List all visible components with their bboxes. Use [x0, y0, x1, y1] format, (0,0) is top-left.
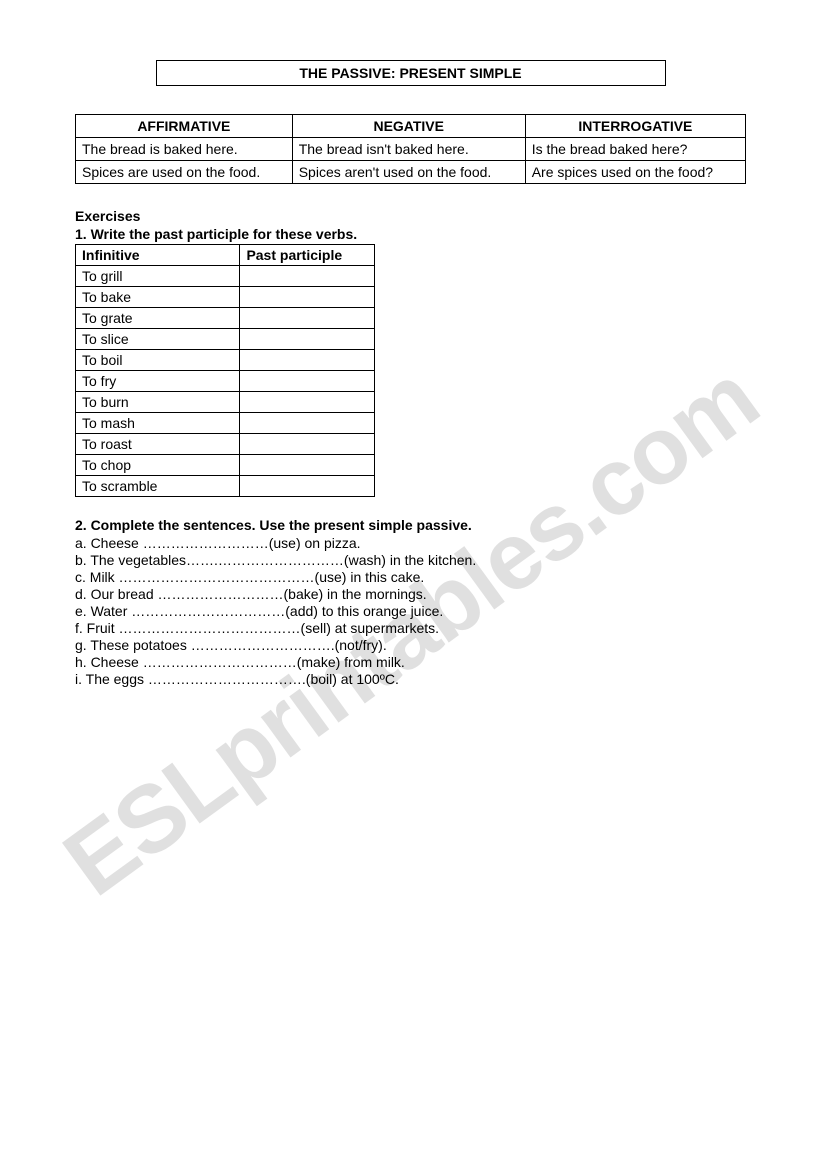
infinitive-cell: To bake — [76, 287, 240, 308]
sentence-item: g. These potatoes ………………………….(not/fry). — [75, 637, 746, 653]
infinitive-cell: To fry — [76, 371, 240, 392]
participle-cell[interactable] — [240, 350, 375, 371]
infinitive-cell: To burn — [76, 392, 240, 413]
worksheet-page: THE PASSIVE: PRESENT SIMPLE AFFIRMATIVE … — [0, 0, 821, 748]
exercise1-instruction: 1. Write the past participle for these v… — [75, 226, 746, 242]
infinitive-cell: To grate — [76, 308, 240, 329]
participle-cell[interactable] — [240, 266, 375, 287]
table-row: To mash — [76, 413, 375, 434]
sentence-item: i. The eggs …………………………….(boil) at 100ºC. — [75, 671, 746, 687]
verb-table: Infinitive Past participle To grill To b… — [75, 244, 375, 497]
page-title: THE PASSIVE: PRESENT SIMPLE — [156, 60, 666, 86]
infinitive-cell: To slice — [76, 329, 240, 350]
table-row: To scramble — [76, 476, 375, 497]
examples-header-negative: NEGATIVE — [292, 115, 525, 138]
examples-cell: Is the bread baked here? — [525, 138, 745, 161]
examples-cell: The bread is baked here. — [76, 138, 293, 161]
sentence-item: f. Fruit …………………………………(sell) at supermar… — [75, 620, 746, 636]
participle-cell[interactable] — [240, 329, 375, 350]
sentence-item: a. Cheese ………………………(use) on pizza. — [75, 535, 746, 551]
exercise2-instruction: 2. Complete the sentences. Use the prese… — [75, 517, 746, 533]
examples-cell: The bread isn't baked here. — [292, 138, 525, 161]
infinitive-cell: To boil — [76, 350, 240, 371]
sentence-item: h. Cheese ……………………………(make) from milk. — [75, 654, 746, 670]
table-row: To bake — [76, 287, 375, 308]
sentence-item: d. Our bread ………………………(bake) in the morn… — [75, 586, 746, 602]
participle-cell[interactable] — [240, 287, 375, 308]
participle-cell[interactable] — [240, 476, 375, 497]
participle-cell[interactable] — [240, 434, 375, 455]
table-row: Spices are used on the food. Spices aren… — [76, 161, 746, 184]
table-row: To slice — [76, 329, 375, 350]
verb-header-participle: Past participle — [240, 245, 375, 266]
examples-table: AFFIRMATIVE NEGATIVE INTERROGATIVE The b… — [75, 114, 746, 184]
examples-cell: Are spices used on the food? — [525, 161, 745, 184]
infinitive-cell: To mash — [76, 413, 240, 434]
verb-header-infinitive: Infinitive — [76, 245, 240, 266]
infinitive-cell: To grill — [76, 266, 240, 287]
table-row: To grate — [76, 308, 375, 329]
sentence-item: c. Milk ……………………………………(use) in this cake… — [75, 569, 746, 585]
participle-cell[interactable] — [240, 413, 375, 434]
infinitive-cell: To roast — [76, 434, 240, 455]
examples-cell: Spices aren't used on the food. — [292, 161, 525, 184]
table-row: To boil — [76, 350, 375, 371]
exercises-heading: Exercises — [75, 208, 746, 224]
examples-cell: Spices are used on the food. — [76, 161, 293, 184]
infinitive-cell: To chop — [76, 455, 240, 476]
table-row: To fry — [76, 371, 375, 392]
participle-cell[interactable] — [240, 371, 375, 392]
participle-cell[interactable] — [240, 308, 375, 329]
participle-cell[interactable] — [240, 392, 375, 413]
sentence-item: b. The vegetables…….………………………(wash) in t… — [75, 552, 746, 568]
table-row: The bread is baked here. The bread isn't… — [76, 138, 746, 161]
infinitive-cell: To scramble — [76, 476, 240, 497]
table-row: To roast — [76, 434, 375, 455]
table-row: To grill — [76, 266, 375, 287]
table-row: To burn — [76, 392, 375, 413]
examples-header-interrogative: INTERROGATIVE — [525, 115, 745, 138]
table-row: To chop — [76, 455, 375, 476]
sentence-item: e. Water ……………………………(add) to this orange… — [75, 603, 746, 619]
participle-cell[interactable] — [240, 455, 375, 476]
examples-header-affirmative: AFFIRMATIVE — [76, 115, 293, 138]
